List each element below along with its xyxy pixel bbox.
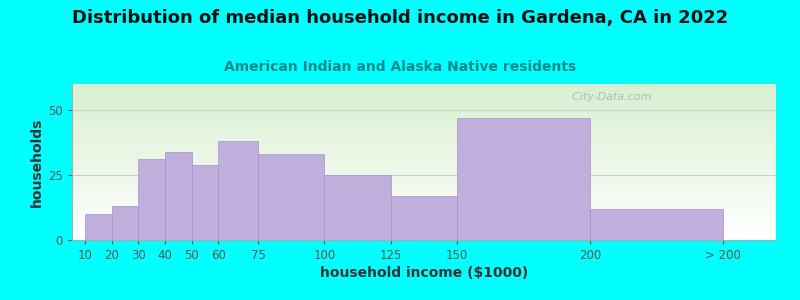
Text: Distribution of median household income in Gardena, CA in 2022: Distribution of median household income … [72, 9, 728, 27]
Y-axis label: households: households [30, 117, 44, 207]
Bar [112, 206, 138, 240]
X-axis label: household income ($1000): household income ($1000) [320, 266, 528, 280]
Bar [458, 118, 590, 240]
Bar [86, 214, 112, 240]
Bar [590, 209, 723, 240]
Text: American Indian and Alaska Native residents: American Indian and Alaska Native reside… [224, 60, 576, 74]
Bar [324, 175, 390, 240]
Bar [390, 196, 458, 240]
Bar [191, 165, 218, 240]
Bar [258, 154, 324, 240]
Text: City-Data.com: City-Data.com [565, 92, 651, 102]
Bar [138, 159, 165, 240]
Bar [218, 141, 258, 240]
Bar [165, 152, 191, 240]
